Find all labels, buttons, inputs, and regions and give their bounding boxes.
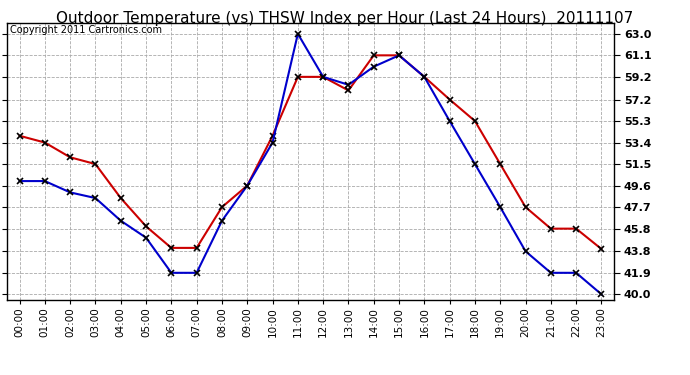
Text: Outdoor Temperature (vs) THSW Index per Hour (Last 24 Hours)  20111107: Outdoor Temperature (vs) THSW Index per … bbox=[57, 11, 633, 26]
Text: Copyright 2011 Cartronics.com: Copyright 2011 Cartronics.com bbox=[10, 25, 162, 35]
